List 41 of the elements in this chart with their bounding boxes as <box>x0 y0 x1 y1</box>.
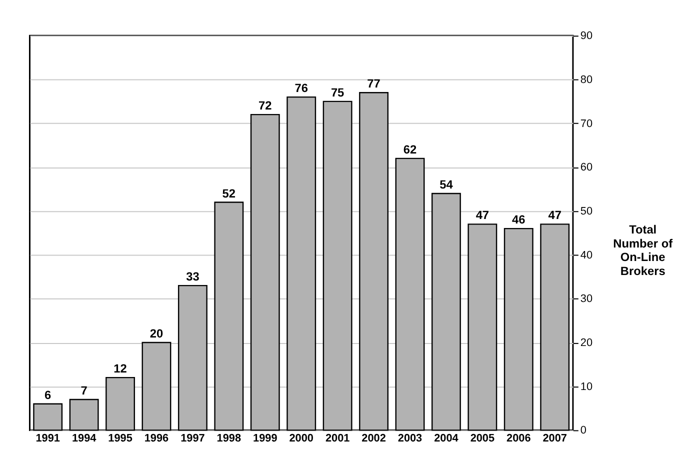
data-label: 6 <box>44 388 52 402</box>
x-tick-label: 1998 <box>216 432 242 445</box>
x-tick-label: 1994 <box>72 432 96 445</box>
x-tick-label: 2001 <box>325 432 350 445</box>
data-label: 20 <box>150 326 164 341</box>
x-tick-label: 1991 <box>36 432 60 445</box>
y-tick-label: 0 <box>580 424 586 437</box>
x-tick-label: 1999 <box>253 432 278 445</box>
data-label: 46 <box>512 212 526 227</box>
data-label: 77 <box>367 76 381 91</box>
y-tick-label: 60 <box>580 162 593 174</box>
data-label: 47 <box>548 208 562 222</box>
x-tick-label: 2002 <box>362 432 386 445</box>
y-tick-label: 90 <box>580 30 593 42</box>
y-axis-title: Total Number of On-Line Brokers <box>613 222 673 278</box>
y-tick-label: 80 <box>580 74 593 86</box>
y-tick-label: 50 <box>580 205 593 218</box>
y-tick-label: 20 <box>580 336 593 349</box>
data-label: 54 <box>440 178 454 192</box>
data-label: 62 <box>403 142 417 156</box>
y-tick-label: 10 <box>580 380 593 393</box>
x-tick-label: 2005 <box>470 432 495 445</box>
x-tick-label: 2004 <box>434 432 458 445</box>
x-tick-label: 2000 <box>289 432 314 445</box>
y-tick-label: 70 <box>580 118 593 130</box>
y-tick-label: 30 <box>580 293 593 306</box>
x-tick-label: 1995 <box>108 432 132 445</box>
data-label: 75 <box>330 85 345 100</box>
y-tick-label: 40 <box>580 249 593 262</box>
data-label: 52 <box>222 186 236 200</box>
data-label: 33 <box>186 270 200 284</box>
data-label: 76 <box>294 81 308 96</box>
x-tick-label: 2006 <box>506 432 531 445</box>
x-tick-label: 1997 <box>180 432 205 445</box>
data-label: 7 <box>80 384 88 398</box>
x-tick-label: 1996 <box>144 432 169 445</box>
data-label: 47 <box>476 208 490 222</box>
x-tick-label: 2003 <box>398 432 422 445</box>
data-label: 12 <box>114 362 128 376</box>
data-label: 72 <box>258 98 272 113</box>
x-tick-label: 2007 <box>542 432 567 445</box>
